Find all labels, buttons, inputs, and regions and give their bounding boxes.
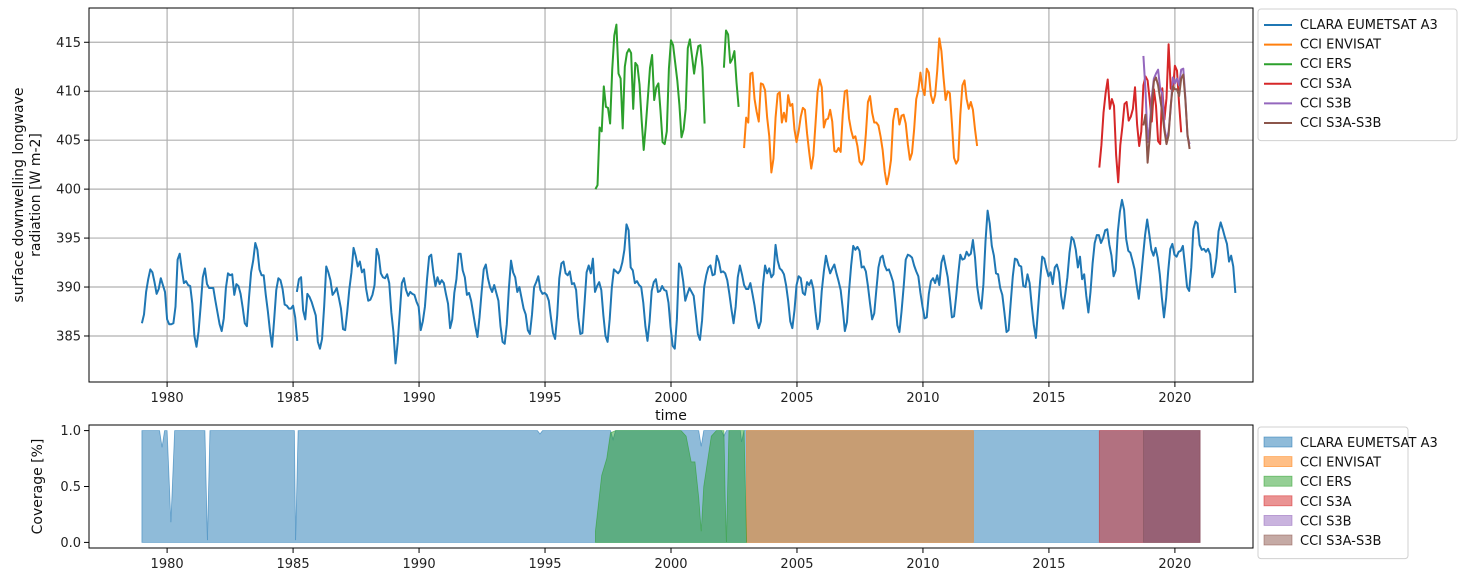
top-x-axis-title: time	[655, 408, 687, 424]
coverage-y-axis-title: Coverage [%]	[30, 439, 46, 535]
legend-label-cci-s3b: CCI S3B	[1300, 96, 1352, 111]
top-legend-box	[1257, 8, 1458, 142]
coverage-x-tick-label: 1995	[528, 557, 561, 572]
coverage-y-ticks: 0.0 0.5 1.0	[60, 424, 89, 551]
top-x-tick-label: 2010	[906, 391, 939, 406]
coverage-x-tick-label: 2020	[1158, 557, 1191, 572]
coverage-legend-label-cci-envisat: CCI ENVISAT	[1300, 456, 1381, 471]
series-line-cci-ers	[594, 23, 706, 190]
coverage-area-cci-ers	[595, 430, 747, 543]
coverage-legend: CLARA EUMETSAT A3 CCI ENVISAT CCI ERS CCI S…	[1257, 426, 1438, 560]
coverage-legend-label-cci-ers: CCI ERS	[1300, 475, 1352, 490]
legend-label-cci-envisat: CCI ENVISAT	[1300, 38, 1381, 53]
coverage-legend-swatch-clara-eumetsat-a3	[1263, 436, 1293, 448]
coverage-series-group	[141, 430, 1201, 543]
coverage-x-tick-label: 2010	[906, 557, 939, 572]
coverage-x-tick-label: 1985	[277, 557, 310, 572]
top-y-tick-label: 410	[56, 85, 81, 100]
series-line-cci-s3a	[1098, 43, 1183, 184]
legend-label-cci-s3a-s3b: CCI S3A-S3B	[1300, 116, 1381, 131]
series-line-cci-ers	[722, 29, 740, 107]
top-y-tick-label: 405	[56, 134, 81, 149]
coverage-x-tick-label: 2000	[654, 557, 687, 572]
coverage-area-cci-s3a-s3b	[1143, 430, 1201, 543]
top-legend: CLARA EUMETSAT A3 CCI ENVISAT CCI ERS CCI S…	[1257, 8, 1458, 142]
legend-label-cci-ers: CCI ERS	[1300, 57, 1352, 72]
top-x-ticks: 1980 1985 1990 1995 2000 2005 2010 2015 2020	[151, 382, 1191, 406]
top-y-tick-label: 400	[56, 183, 81, 198]
series-line-cci-envisat	[743, 37, 979, 186]
coverage-legend-label-cci-s3b: CCI S3B	[1300, 514, 1352, 529]
series-line-clara-eumetsat-a3	[295, 198, 1237, 365]
top-y-ticks: 385 390 395 400 405 410 415	[56, 36, 89, 344]
coverage-x-tick-label: 1980	[151, 557, 184, 572]
top-y-axis-title-line-2: radiation [W m-2]	[28, 133, 44, 257]
coverage-legend-label-cci-s3a-s3b: CCI S3A-S3B	[1300, 534, 1381, 549]
coverage-x-ticks: 1980 1985 1990 1995 2000 2005 2010 2015 2020	[151, 548, 1191, 572]
top-series-group	[140, 23, 1237, 365]
top-plot-panel: 1980 1985 1990 1995 2000 2005 2010 2015 2020 385…	[11, 7, 1458, 424]
coverage-x-tick-label: 2005	[780, 557, 813, 572]
top-x-tick-label: 1995	[528, 391, 561, 406]
top-x-tick-label: 2020	[1158, 391, 1191, 406]
top-y-tick-label: 415	[56, 36, 81, 51]
top-y-tick-label: 385	[56, 329, 81, 344]
coverage-legend-swatch-cci-s3a	[1263, 495, 1293, 507]
coverage-legend-swatch-cci-envisat	[1263, 456, 1293, 468]
coverage-area-cci-envisat	[746, 430, 974, 543]
top-x-tick-label: 1990	[403, 391, 436, 406]
legend-label-clara-eumetsat-a3: CLARA EUMETSAT A3	[1300, 18, 1438, 33]
top-y-tick-label: 395	[56, 232, 81, 247]
coverage-legend-swatch-cci-s3b	[1263, 515, 1293, 526]
coverage-legend-box	[1257, 426, 1409, 560]
top-x-tick-label: 2000	[654, 391, 687, 406]
coverage-legend-label-clara-eumetsat-a3: CLARA EUMETSAT A3	[1300, 436, 1438, 451]
top-x-tick-label: 2015	[1032, 391, 1065, 406]
coverage-legend-swatch-cci-ers	[1263, 475, 1293, 487]
top-y-tick-label: 390	[56, 281, 81, 296]
legend-label-cci-s3a: CCI S3A	[1300, 77, 1352, 92]
coverage-y-tick-label: 0.0	[60, 536, 81, 551]
top-x-tick-label: 2005	[780, 391, 813, 406]
coverage-y-tick-label: 0.5	[60, 480, 81, 495]
coverage-legend-label-cci-s3a: CCI S3A	[1300, 495, 1352, 510]
series-line-clara-eumetsat-a3	[140, 241, 299, 348]
series-line-cci-s3a-s3b	[1142, 73, 1191, 164]
coverage-y-tick-label: 1.0	[60, 424, 81, 439]
coverage-legend-swatch-cci-s3a-s3b	[1263, 534, 1293, 546]
top-x-tick-label: 1980	[151, 391, 184, 406]
coverage-plot-panel: 1980 1985 1990 1995 2000 2005 2010 2015 2020 0.0…	[30, 424, 1438, 572]
coverage-x-tick-label: 2015	[1032, 557, 1065, 572]
coverage-x-tick-label: 1990	[403, 557, 436, 572]
top-x-tick-label: 1985	[277, 391, 310, 406]
top-y-axis-title-line-1: surface downwelling longwave	[11, 87, 27, 302]
